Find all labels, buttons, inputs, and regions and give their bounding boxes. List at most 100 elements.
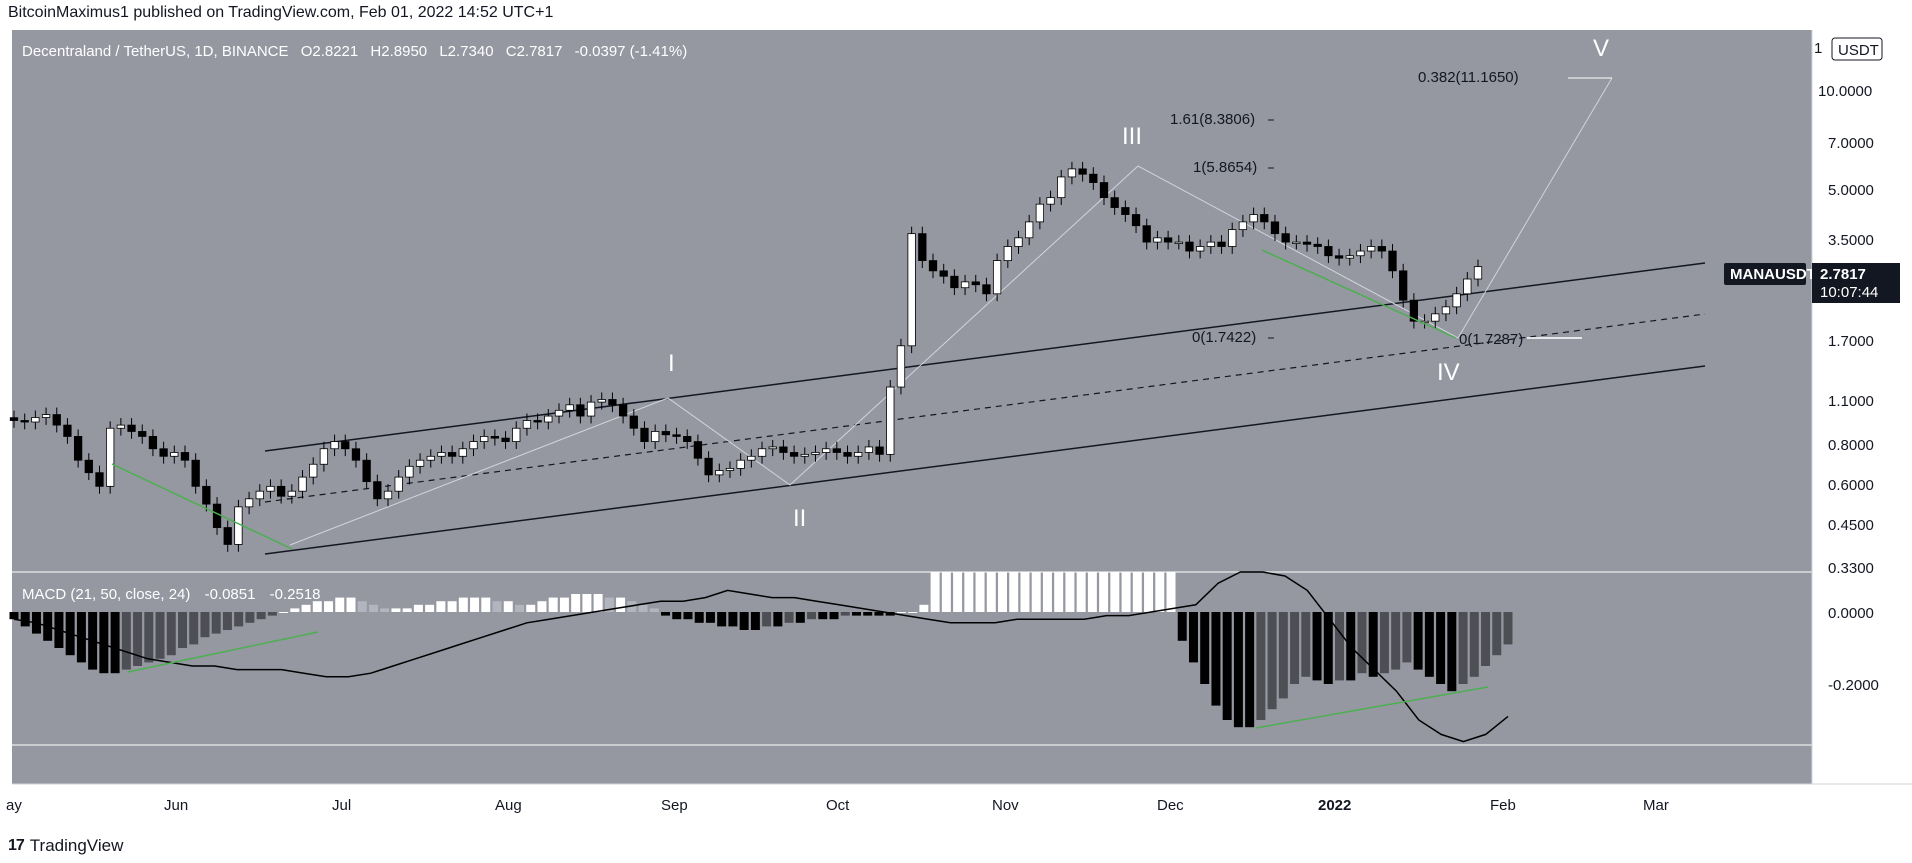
macd-bar bbox=[526, 604, 536, 612]
candle-body bbox=[1431, 313, 1440, 322]
macd-bar bbox=[1121, 572, 1131, 612]
candle-body bbox=[9, 417, 19, 421]
candle-body bbox=[1185, 241, 1194, 252]
macd-bar bbox=[1188, 612, 1198, 663]
channel-upper-line bbox=[264, 262, 1706, 452]
candle-body bbox=[447, 452, 457, 457]
macd-bar bbox=[447, 601, 457, 612]
macd-bar bbox=[144, 612, 154, 663]
candle-body bbox=[73, 436, 83, 461]
fib-label-1: 1(5.8654) bbox=[1193, 159, 1257, 176]
wave-label-iv: IV bbox=[1437, 359, 1460, 386]
macd-bar bbox=[1469, 612, 1479, 677]
badge-countdown: 10:07:44 bbox=[1820, 284, 1878, 301]
macd-bar bbox=[705, 612, 715, 623]
candle-body bbox=[1399, 270, 1408, 301]
candle-body bbox=[1014, 237, 1023, 247]
candlestick-series bbox=[9, 161, 1483, 552]
candle-body bbox=[800, 453, 809, 457]
candle-body bbox=[779, 446, 788, 453]
macd-bar bbox=[1492, 612, 1502, 656]
time-axis[interactable]: ay Jun Jul Aug Sep Oct Nov Dec 2022 Feb … bbox=[6, 797, 1669, 814]
macd-bar bbox=[953, 572, 963, 612]
candle-body bbox=[661, 431, 670, 436]
macd-bar bbox=[436, 601, 446, 612]
currency-box[interactable] bbox=[1831, 37, 1883, 61]
candle-body bbox=[854, 452, 863, 457]
macd-bar bbox=[1211, 612, 1221, 706]
price-tick: 10.0000 bbox=[1818, 83, 1872, 100]
candle-body bbox=[971, 281, 980, 286]
macd-bar bbox=[514, 604, 524, 612]
price-tick: 3.5000 bbox=[1828, 232, 1874, 249]
candle-body bbox=[383, 490, 393, 500]
macd-bar bbox=[616, 597, 626, 612]
candle-body bbox=[1441, 306, 1451, 315]
price-axis[interactable]: 1 USDT 10.0000 7.0000 5.0000 3.5000 1.70… bbox=[1814, 37, 1883, 577]
candle-body bbox=[180, 452, 190, 461]
candle-body bbox=[683, 436, 692, 442]
candle-body bbox=[341, 441, 350, 450]
macd-bar bbox=[211, 612, 221, 634]
candle-body bbox=[116, 424, 126, 429]
macd-bar bbox=[166, 612, 176, 656]
candle-body bbox=[63, 424, 72, 437]
macd-bar bbox=[559, 597, 569, 612]
time-tick: Jun bbox=[164, 797, 188, 814]
macd-bar bbox=[840, 612, 850, 616]
candle-body bbox=[565, 404, 574, 411]
divergence-line bbox=[111, 463, 293, 550]
wave-label-iii: III bbox=[1122, 123, 1142, 150]
candle-body bbox=[1110, 197, 1119, 208]
macd-bar bbox=[672, 612, 682, 620]
candle-body bbox=[1281, 233, 1290, 243]
time-tick: ay bbox=[6, 797, 22, 814]
candle-body bbox=[1035, 203, 1045, 223]
macd-bar bbox=[1065, 572, 1075, 612]
candle-body bbox=[1260, 214, 1269, 223]
candle-body bbox=[992, 260, 1002, 295]
macd-bar bbox=[1391, 612, 1401, 670]
macd-legend: MACD (21, 50, close, 24) -0.0851 -0.2518 bbox=[22, 586, 321, 603]
macd-bar bbox=[829, 612, 839, 620]
channel-lower-line bbox=[264, 365, 1706, 555]
macd-panel[interactable] bbox=[12, 572, 1812, 784]
time-tick: Dec bbox=[1157, 797, 1184, 814]
macd-bar bbox=[1155, 572, 1165, 612]
chart-canvas[interactable]: Decentraland / TetherUS, 1D, BINANCE O2.… bbox=[0, 0, 1912, 830]
time-tick: Nov bbox=[992, 797, 1019, 814]
last-price-badge[interactable]: MANAUSDT 2.7817 10:07:44 bbox=[1724, 263, 1900, 303]
macd-bar bbox=[1200, 612, 1210, 684]
candle-body bbox=[1324, 246, 1333, 257]
candle-body bbox=[95, 472, 104, 487]
candle-body bbox=[1153, 237, 1162, 243]
macd-bar bbox=[1031, 572, 1041, 612]
candle-body bbox=[20, 420, 29, 423]
candle-body bbox=[1196, 246, 1205, 252]
candle-body bbox=[1313, 243, 1322, 247]
macd-bar bbox=[1076, 572, 1086, 612]
macd-bar bbox=[1368, 612, 1378, 677]
macd-bar bbox=[492, 601, 502, 612]
candle-body bbox=[1302, 241, 1312, 245]
candle-body bbox=[138, 431, 147, 437]
candle-body bbox=[1463, 278, 1472, 295]
macd-bar bbox=[874, 612, 884, 616]
candle-body bbox=[693, 441, 703, 459]
macd-axis[interactable]: 0.0000 -0.2000 bbox=[1828, 605, 1879, 694]
candle-body bbox=[426, 455, 435, 461]
candle-body bbox=[864, 446, 874, 453]
macd-bar bbox=[773, 612, 783, 627]
candle-body bbox=[84, 459, 93, 474]
macd-bar bbox=[750, 612, 760, 630]
candle-body bbox=[832, 448, 841, 453]
macd-bar bbox=[896, 612, 906, 613]
candle-body bbox=[1334, 255, 1344, 259]
macd-bar bbox=[661, 612, 671, 616]
macd-bar bbox=[1233, 612, 1243, 728]
candle-body bbox=[1174, 241, 1183, 244]
candle-body bbox=[1409, 299, 1419, 322]
candle-body bbox=[522, 420, 532, 429]
candle-body bbox=[982, 284, 991, 295]
wave-label-i: I bbox=[668, 350, 675, 377]
